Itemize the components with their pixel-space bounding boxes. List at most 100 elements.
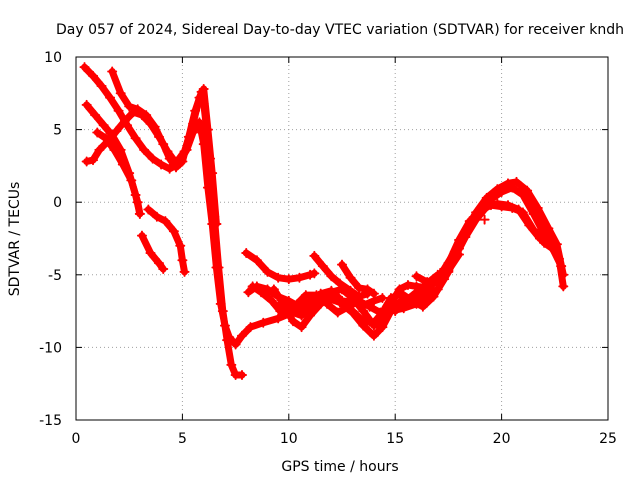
data-point [134, 208, 145, 219]
data-point [558, 269, 569, 280]
data-point [145, 248, 156, 259]
data-point [171, 162, 182, 173]
data-point [294, 272, 305, 283]
data-point [337, 295, 347, 306]
data-point [217, 306, 228, 317]
data-point [517, 189, 528, 200]
data-point [524, 220, 535, 231]
data-point [245, 322, 256, 333]
data-point [179, 266, 190, 277]
data-point [241, 248, 252, 259]
series-line [200, 100, 246, 379]
data-point [479, 214, 490, 225]
data-point [364, 301, 375, 312]
data-point [213, 262, 224, 273]
y-tick-label: -5 [48, 268, 62, 284]
data-point [275, 306, 286, 317]
data-point [513, 204, 524, 215]
data-point [337, 259, 347, 270]
y-tick-label: 10 [44, 50, 62, 66]
data-point [115, 88, 126, 99]
data-point [343, 301, 354, 312]
data-point [296, 322, 307, 333]
data-point [292, 298, 303, 309]
data-point [156, 159, 167, 170]
data-point [492, 198, 503, 209]
data-point [402, 279, 413, 290]
data-point [428, 291, 439, 302]
data-point [347, 306, 358, 317]
y-tick-label: 5 [53, 123, 62, 139]
series-isolated [479, 214, 490, 225]
data-point [358, 306, 369, 317]
data-point [422, 277, 433, 288]
data-point [153, 258, 164, 269]
data-point [390, 306, 401, 317]
data-point [164, 153, 175, 164]
data-point [432, 272, 443, 283]
data-point [113, 105, 124, 116]
data-point [98, 120, 109, 131]
data-point [130, 133, 141, 144]
series-track-17 [411, 249, 465, 288]
data-point [492, 184, 503, 195]
data-point [326, 271, 337, 282]
data-point [362, 284, 373, 295]
data-point [147, 153, 158, 164]
data-point [368, 288, 379, 299]
data-point [277, 298, 288, 309]
data-point [354, 282, 365, 293]
x-tick-label: 0 [72, 431, 81, 447]
data-point [545, 240, 556, 251]
plot-frame [75, 56, 609, 421]
data-point [317, 261, 328, 272]
data-point [273, 272, 284, 283]
data-point [551, 239, 562, 250]
data-point [177, 255, 188, 266]
data-point [160, 216, 171, 227]
series-track-15 [337, 259, 379, 299]
data-point [305, 301, 316, 312]
data-point [136, 230, 147, 241]
data-point [251, 255, 262, 266]
data-point [309, 268, 320, 279]
data-point [385, 293, 396, 304]
data-point [471, 207, 482, 218]
data-point [411, 271, 422, 282]
x-tick-label: 20 [493, 431, 511, 447]
data-point [247, 281, 258, 292]
x-axis-label: GPS time / hours [281, 459, 398, 475]
series-track-7 [136, 230, 169, 274]
data-point [375, 307, 386, 318]
data-point [528, 208, 539, 219]
data-point [158, 139, 169, 150]
data-point [345, 272, 356, 283]
data-point [92, 127, 103, 138]
data-point [168, 226, 179, 237]
data-point [283, 274, 294, 285]
data-point [177, 156, 188, 167]
data-point [311, 290, 322, 301]
data-point [111, 126, 122, 137]
data-point [354, 291, 365, 302]
data-point [100, 133, 111, 144]
data-point [151, 211, 162, 222]
x-tick-label: 10 [280, 431, 298, 447]
data-point [141, 110, 152, 121]
data-point [266, 295, 277, 306]
data-point [88, 155, 99, 166]
series-track-8 [198, 98, 247, 380]
data-point [400, 295, 411, 306]
data-point [139, 144, 150, 155]
data-point [149, 121, 160, 132]
series-track-6 [143, 204, 190, 277]
data-point [443, 265, 454, 276]
data-point [334, 278, 345, 289]
data-point [273, 313, 284, 324]
data-point [481, 192, 492, 203]
x-tick-label: 15 [386, 431, 404, 447]
data-point [205, 153, 216, 164]
data-point [377, 293, 388, 304]
data-point [158, 263, 169, 274]
